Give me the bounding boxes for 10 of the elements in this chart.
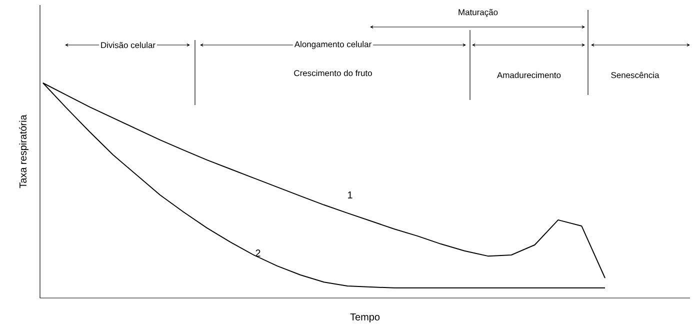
text: Divisão celular (101, 42, 156, 48)
text: Amadurecimento (497, 72, 561, 78)
text: Maturação (458, 9, 498, 17)
series-label: 1 (348, 192, 352, 198)
series-label: 2 (256, 250, 260, 256)
text: Crescimento do fruto (294, 70, 372, 76)
y-axis-title: Taxa respiratória (19, 114, 28, 188)
x-axis-title: Tempo (350, 314, 380, 322)
text: Senescência (611, 72, 660, 78)
text: Alongamento celular (294, 41, 372, 49)
